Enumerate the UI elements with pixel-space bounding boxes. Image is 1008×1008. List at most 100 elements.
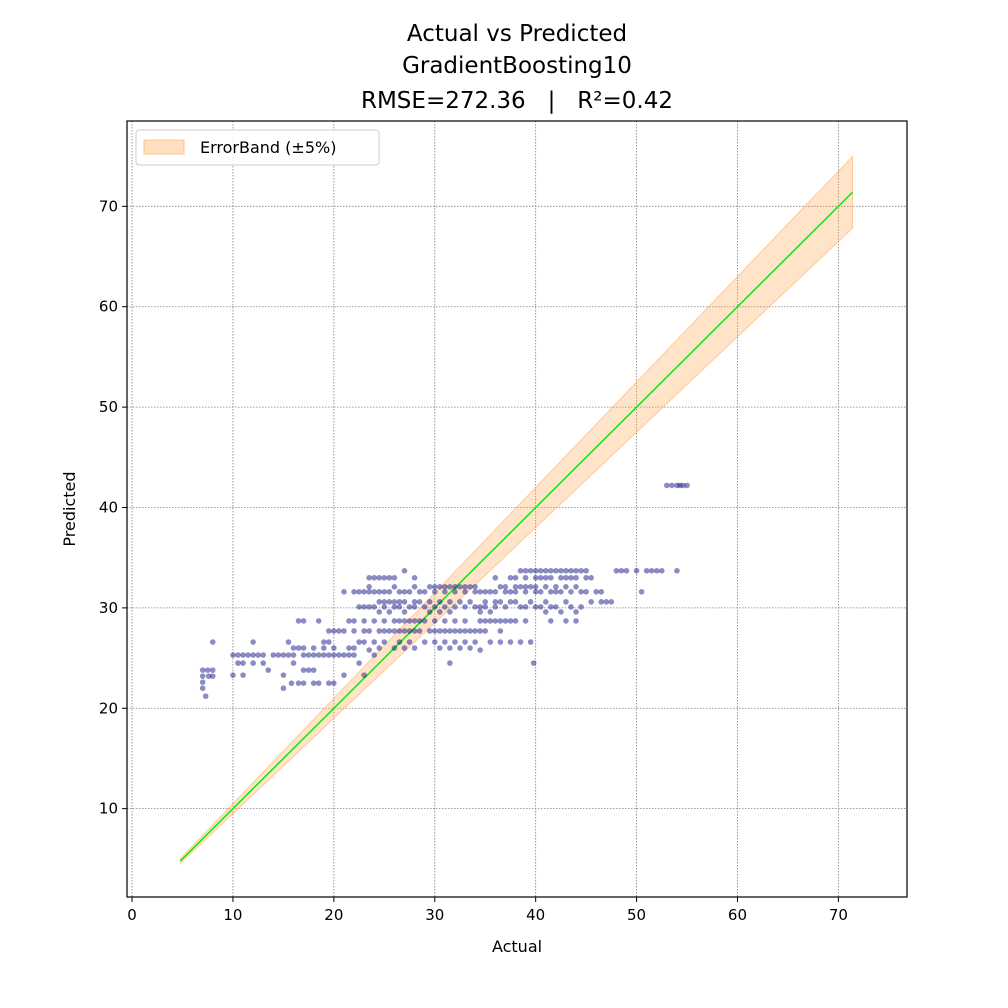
scatter-point [326, 639, 332, 645]
scatter-point [300, 667, 307, 673]
scatter-point [532, 574, 539, 581]
scatter-point [366, 628, 372, 634]
scatter-point [356, 589, 362, 595]
scatter-point [487, 618, 494, 624]
scatter-point [452, 618, 458, 624]
scatter-point [548, 618, 554, 624]
y-tick-label: 30 [99, 599, 118, 617]
scatter-point [573, 609, 579, 615]
scatter-point [320, 639, 327, 645]
scatter-point [310, 667, 317, 673]
scatter-point [638, 589, 645, 595]
scatter-point [537, 604, 544, 610]
scatter-point [411, 604, 418, 610]
scatter-point [431, 639, 438, 645]
scatter-point [527, 567, 534, 574]
scatter-point [336, 628, 342, 634]
legend-swatch-error-band [143, 139, 185, 155]
scatter-point [401, 618, 408, 624]
x-tick-label: 70 [829, 906, 848, 924]
scatter-point [391, 574, 398, 581]
scatter-point [386, 574, 393, 581]
x-axis-ticks: 0 10 20 30 40 50 60 70 [127, 897, 848, 924]
scatter-point [492, 574, 499, 581]
scatter-point [209, 673, 216, 679]
x-tick-label: 20 [324, 906, 343, 924]
scatter-point [563, 599, 569, 605]
scatter-point [351, 652, 357, 658]
scatter-point [381, 589, 388, 595]
scatter-point [240, 660, 246, 666]
scatter-point [573, 618, 579, 624]
scatter-point [396, 604, 403, 610]
scatter-point [250, 660, 256, 666]
scatter-point [310, 652, 317, 658]
scatter-point [386, 589, 393, 595]
legend-box [135, 129, 380, 166]
scatter-point [295, 645, 302, 651]
scatter-point [356, 639, 362, 645]
scatter-point [240, 652, 246, 658]
scatter-point [502, 589, 509, 595]
scatter-point [517, 567, 524, 574]
scatter-point [532, 589, 539, 595]
scatter-point [326, 628, 332, 634]
scatter-point [426, 609, 433, 615]
scatter-point [351, 618, 357, 624]
scatter-point [416, 628, 423, 634]
scatter-point [457, 584, 463, 590]
scatter-point [487, 639, 494, 645]
scatter-point [497, 618, 504, 624]
ideal-line-layer [179, 191, 854, 862]
scatter-point [457, 645, 463, 651]
scatter-point [285, 652, 292, 658]
scatter-point [401, 609, 408, 615]
scatter-point [326, 652, 332, 658]
scatter-point [331, 628, 337, 634]
scatter-point [426, 628, 433, 634]
scatter-point [593, 589, 600, 595]
scatter-point [507, 589, 514, 595]
scatter-point [280, 672, 287, 678]
scatter-point [401, 628, 408, 634]
scatter-point [320, 645, 327, 651]
scatter-point [386, 628, 393, 634]
scatter-point [674, 567, 680, 574]
scatter-point [361, 618, 367, 624]
scatter-point [366, 604, 372, 610]
scatter-point [512, 574, 519, 581]
scatter-point [517, 604, 524, 610]
scatter-point [305, 652, 312, 658]
scatter-point [677, 482, 683, 489]
scatter-point [492, 599, 499, 605]
legend: ErrorBand (±5%) [135, 129, 380, 166]
scatter-point [361, 628, 367, 634]
scatter-point [310, 645, 317, 651]
error-band-area [179, 155, 854, 865]
chart-title-line-1: Actual vs Predicted [407, 21, 627, 47]
x-tick-label: 50 [627, 906, 646, 924]
scatter-point [573, 584, 579, 590]
scatter-point [381, 599, 388, 605]
scatter-point [492, 589, 499, 595]
scatter-point [406, 639, 413, 645]
scatter-point [315, 618, 322, 624]
scatter-point [411, 574, 418, 581]
scatter-point [199, 679, 206, 685]
scatter-point [381, 574, 388, 581]
scatter-point [462, 618, 468, 624]
scatter-point [497, 599, 504, 605]
scatter-point [462, 584, 468, 590]
scatter-point [669, 482, 675, 489]
scatter-point [346, 618, 352, 624]
scatter-point [280, 685, 287, 691]
scatter-point [522, 567, 529, 574]
scatter-point [573, 567, 579, 574]
scatter-point [376, 609, 383, 615]
scatter-point [527, 599, 534, 605]
scatter-point [437, 584, 443, 590]
y-tick-label: 50 [99, 398, 118, 416]
scatter-point [199, 673, 206, 679]
scatter-point [522, 574, 529, 581]
x-tick-label: 0 [127, 906, 137, 924]
